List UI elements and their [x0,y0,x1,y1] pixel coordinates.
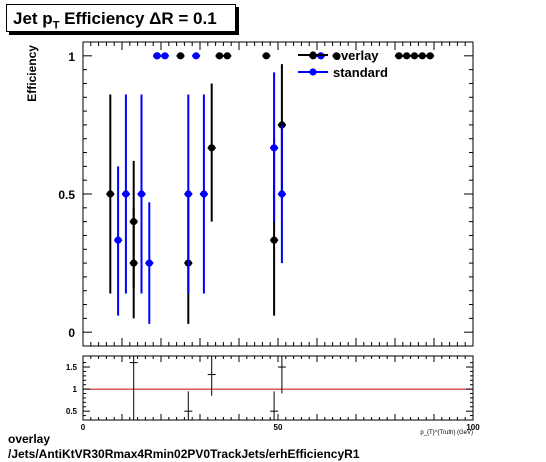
standard-point-marker [161,52,169,60]
overlay-point-marker [418,52,426,60]
legend-marker-standard [309,68,317,76]
standard-point-marker [200,190,208,198]
overlay-point-marker [215,52,224,60]
standard-point-marker [114,236,122,244]
legend-label-overlay: overlay [333,48,379,63]
ratio-x-tick-label: 50 [274,423,283,432]
ratio-y-tick-label: 1 [73,385,78,394]
ratio-y-tick-label: 0.5 [66,407,78,416]
y-axis-label: Efficiency [25,45,39,102]
ratio-plot-frame [82,355,474,421]
y-tick-label: 0.5 [58,188,75,202]
ratio-x-tick-label: 0 [81,423,86,432]
overlay-point-marker [176,52,185,60]
footer-label: overlay [8,432,51,446]
legend-marker-overlay [309,51,317,59]
standard-point-marker [192,52,200,60]
overlay-point-marker [106,190,114,198]
overlay-point-marker [262,52,270,60]
overlay-point-marker [223,52,231,60]
standard-point-marker [122,190,130,198]
y-tick-label: 0 [68,326,75,340]
standard-point-marker [270,144,278,152]
standard-point-marker [184,190,192,198]
legend-label-standard: standard [333,65,388,80]
overlay-point-marker [395,52,403,60]
overlay-point-marker [208,144,216,152]
ratio-x-tick-label: 100 [466,423,480,432]
overlay-point-marker [426,52,434,60]
standard-point-marker [278,190,286,198]
standard-point-marker [153,52,161,60]
ratio-y-tick-label: 1.5 [66,363,78,372]
footer-path: /Jets/AntiKtVR30Rmax4Rmin02PV0TrackJets/… [8,447,360,461]
overlay-point-marker [130,259,138,267]
x-axis-label: p_{T}^{Truth} (GeV) [420,430,473,436]
standard-point-marker [145,259,153,267]
overlay-point-marker [332,52,341,60]
overlay-point-marker [270,236,278,244]
y-tick-label: 1 [68,50,75,64]
overlay-point-marker [403,52,411,60]
standard-point-marker [137,190,146,198]
chart-title: Jet pT Efficiency ΔR = 0.1 [6,4,236,32]
overlay-point-marker [410,52,419,60]
